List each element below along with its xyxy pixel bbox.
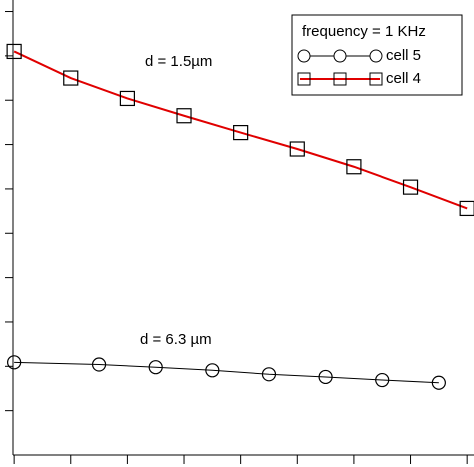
legend-marker — [297, 72, 311, 86]
series-line — [14, 361, 439, 384]
legend-title: frequency = 1 KHz — [302, 23, 426, 40]
legend-marker — [333, 49, 347, 63]
circle-marker — [148, 360, 163, 375]
legend-marker — [369, 49, 383, 63]
legend-label: cell 4 — [386, 70, 421, 87]
legend-label: cell 5 — [386, 47, 421, 64]
square-marker — [63, 70, 79, 86]
circle-marker — [375, 372, 390, 388]
square-marker — [289, 141, 305, 157]
circle-marker — [91, 357, 107, 372]
square-marker — [346, 159, 362, 175]
circle-marker — [431, 375, 446, 390]
square-marker — [233, 124, 249, 141]
annotation: d = 6.3 µm — [140, 331, 212, 348]
square-marker — [119, 90, 135, 107]
series-line — [13, 50, 468, 210]
legend-marker — [333, 72, 347, 86]
circle-marker — [261, 367, 277, 382]
circle-marker — [205, 363, 220, 378]
square-marker — [6, 43, 22, 60]
square-marker — [176, 108, 192, 124]
square-marker — [402, 179, 419, 195]
legend-marker — [297, 49, 311, 63]
circle-marker — [7, 355, 22, 370]
circle-marker — [318, 369, 333, 385]
square-marker — [459, 200, 474, 217]
legend-marker — [369, 72, 383, 86]
annotation: d = 1.5µm — [145, 53, 212, 70]
